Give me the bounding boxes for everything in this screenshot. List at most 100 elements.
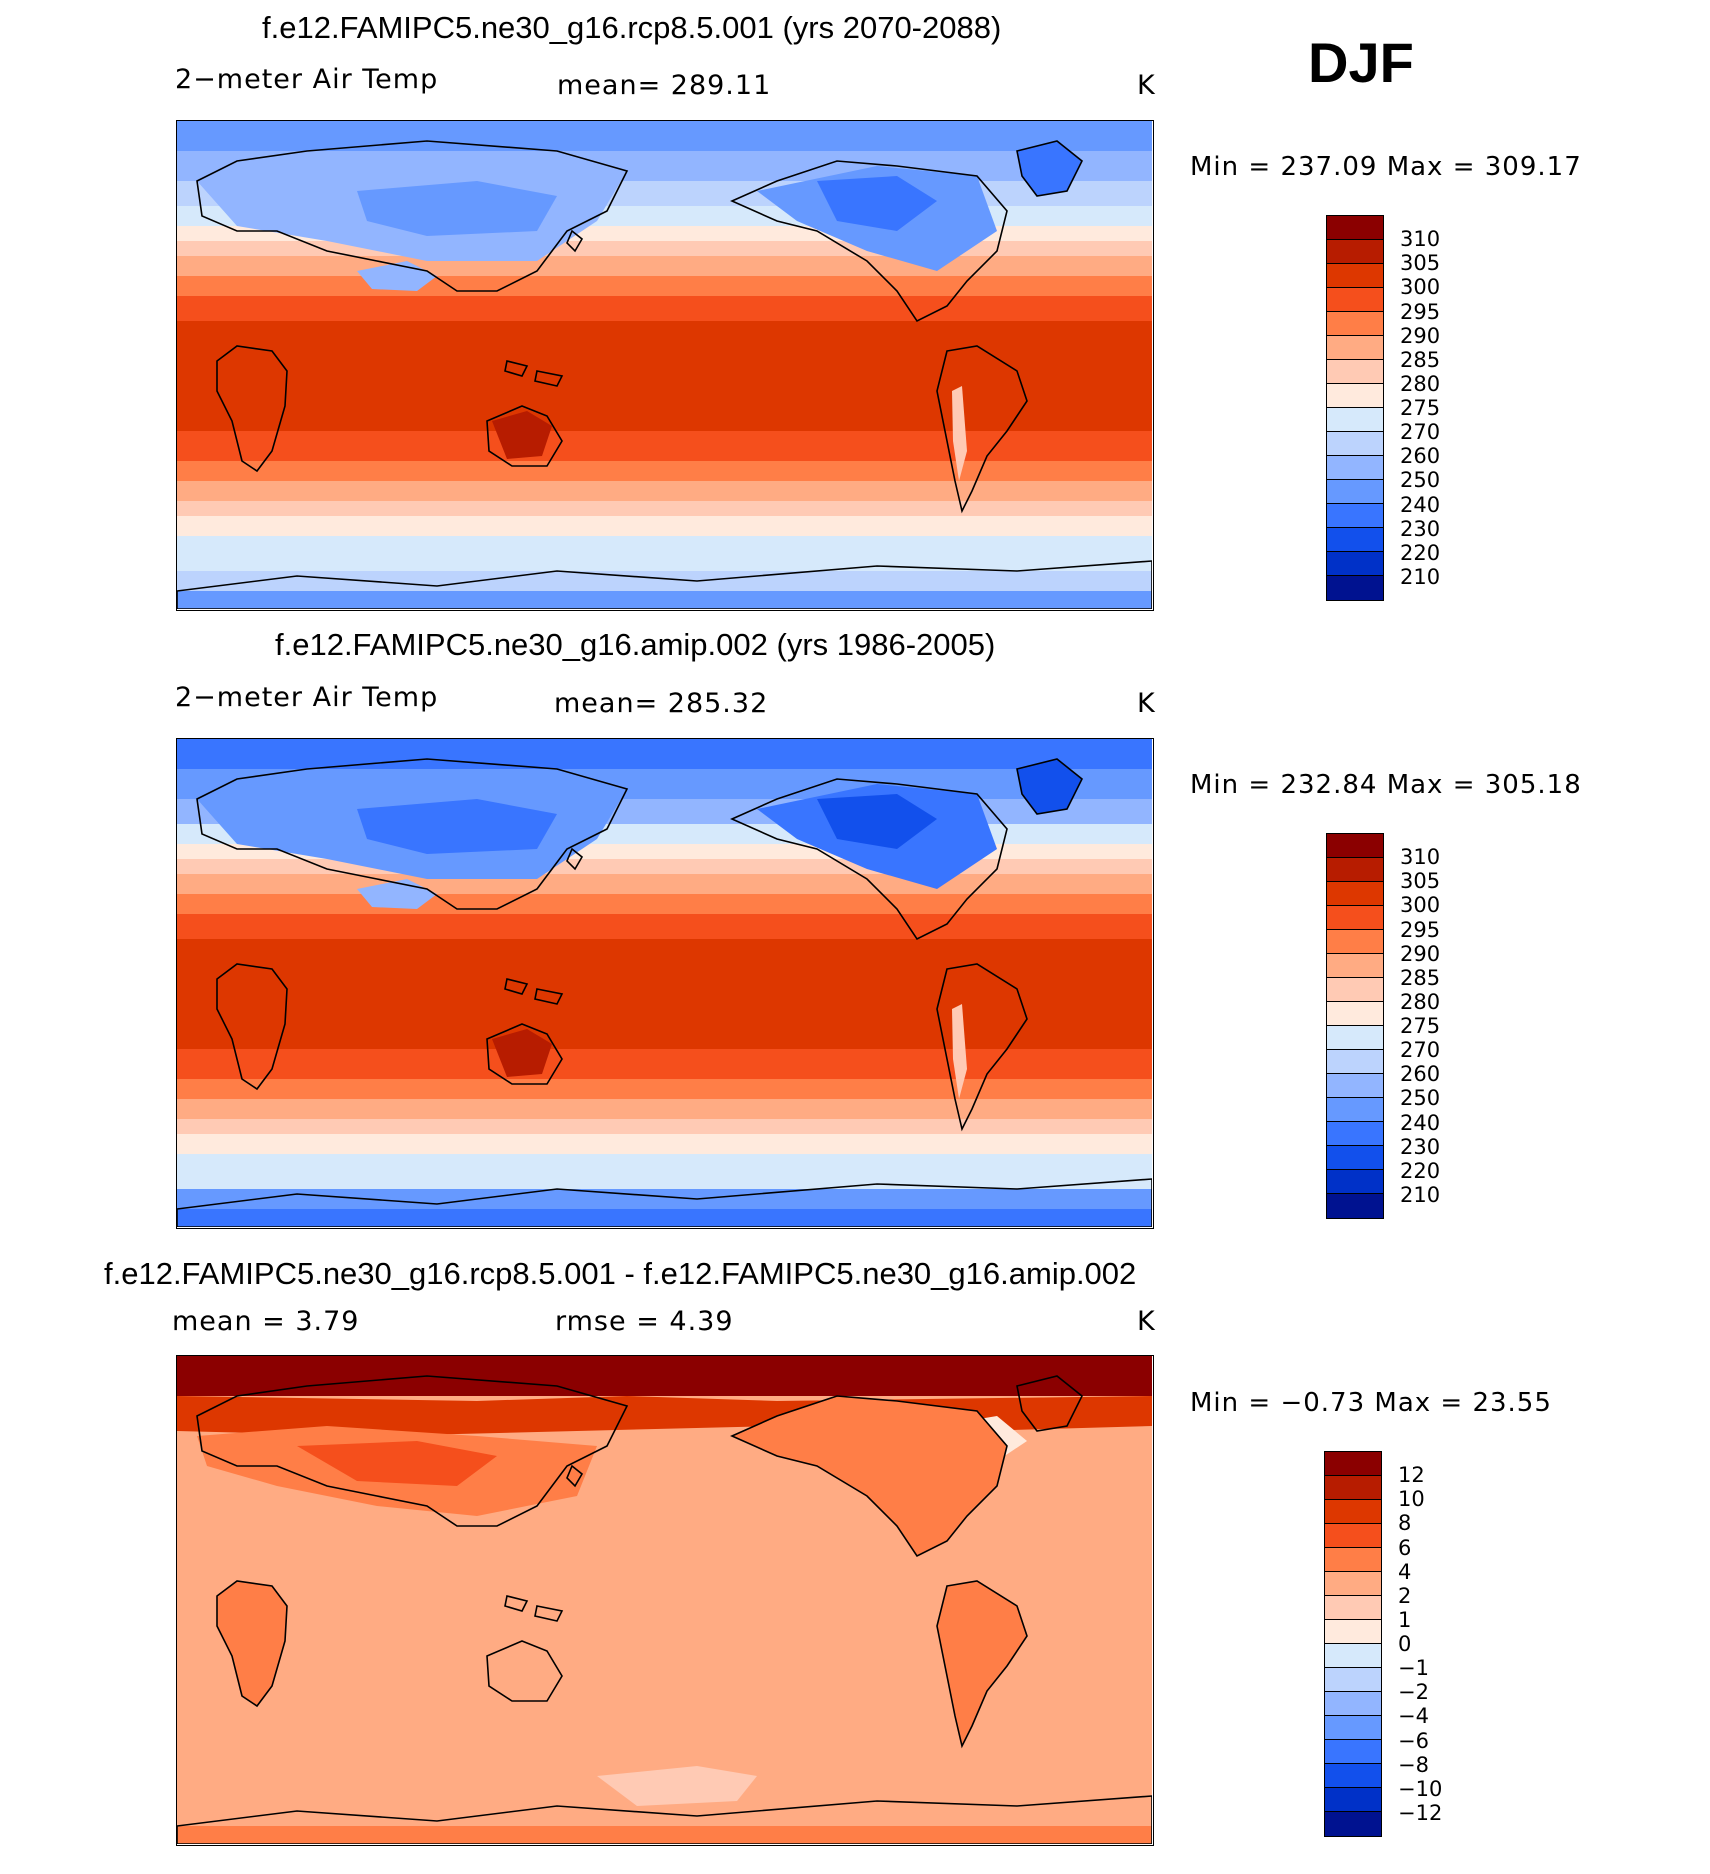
colorbar-tick-label: −10 bbox=[1398, 1776, 1443, 1801]
contour-band bbox=[177, 1079, 1152, 1099]
coastline bbox=[730, 1395, 1008, 1558]
colorbar-tick-label: 310 bbox=[1400, 227, 1441, 252]
panel-title: f.e12.FAMIPC5.ne30_g16.rcp8.5.001 - f.e1… bbox=[104, 1256, 1137, 1291]
coastline bbox=[177, 1795, 1152, 1844]
coastline bbox=[1016, 140, 1084, 197]
contour-band bbox=[177, 1356, 1152, 1396]
colorbar-swatch bbox=[1325, 1716, 1381, 1740]
colorbar-tick-label: 230 bbox=[1400, 1134, 1441, 1159]
coastline bbox=[486, 405, 563, 467]
coastline bbox=[216, 963, 288, 1091]
colorbar-tick-label: 295 bbox=[1400, 299, 1441, 324]
colorbar-tick-label: 250 bbox=[1400, 468, 1441, 493]
colorbar-swatch bbox=[1327, 552, 1383, 576]
colorbar-tick-label: 295 bbox=[1400, 917, 1441, 942]
contour-band bbox=[177, 591, 1152, 609]
colorbar-tick-label: 2 bbox=[1398, 1583, 1412, 1608]
difference-map bbox=[176, 1355, 1154, 1846]
colorbar-tick-label: 260 bbox=[1400, 1062, 1441, 1087]
colorbar-swatch bbox=[1327, 576, 1383, 600]
coastline bbox=[534, 370, 564, 387]
colorbar-tick-label: 270 bbox=[1400, 1038, 1441, 1063]
colorbar-swatch bbox=[1325, 1692, 1381, 1716]
colorbar-swatch bbox=[1327, 954, 1383, 978]
contour-region bbox=[817, 794, 937, 849]
colorbar-swatch bbox=[1327, 480, 1383, 504]
colorbar-swatch bbox=[1327, 1194, 1383, 1218]
colorbar-tick-label: 280 bbox=[1400, 371, 1441, 396]
colorbar-swatch bbox=[1325, 1596, 1381, 1620]
colorbar-swatch bbox=[1327, 504, 1383, 528]
coastline bbox=[936, 345, 1028, 514]
colorbar-tick-label: 275 bbox=[1400, 396, 1441, 420]
colorbar-tick-label: 6 bbox=[1398, 1535, 1412, 1560]
contour-band bbox=[177, 481, 1152, 501]
colorbar-swatch bbox=[1327, 858, 1383, 882]
colorbar-swatch bbox=[1327, 906, 1383, 930]
contour-region bbox=[732, 1396, 1007, 1556]
colorbar-swatch bbox=[1325, 1500, 1381, 1524]
colorbar-swatch bbox=[1325, 1524, 1381, 1548]
colorbar-swatch bbox=[1327, 1122, 1383, 1146]
colorbar-swatch bbox=[1327, 1146, 1383, 1170]
contour-band bbox=[177, 536, 1152, 571]
contour-band bbox=[177, 296, 1152, 321]
colorbar-tick-label: 285 bbox=[1400, 347, 1441, 372]
contour-band bbox=[177, 1826, 1152, 1844]
colorbar-swatch bbox=[1325, 1452, 1381, 1476]
coastline bbox=[177, 1178, 1152, 1227]
colorbar-swatch bbox=[1325, 1812, 1381, 1836]
coastline bbox=[566, 847, 584, 871]
units-label: K bbox=[1137, 70, 1156, 101]
coastline bbox=[196, 140, 629, 292]
contour-band bbox=[177, 1134, 1152, 1154]
colorbar-tick-label: 240 bbox=[1400, 492, 1441, 517]
contour-band bbox=[177, 571, 1152, 591]
contour-band bbox=[177, 321, 1152, 431]
coastline bbox=[504, 978, 529, 995]
colorbar-swatch bbox=[1327, 978, 1383, 1002]
contour-region bbox=[1017, 141, 1082, 196]
colorbar-swatch bbox=[1327, 882, 1383, 906]
colorbar-tick-label: 250 bbox=[1400, 1086, 1441, 1111]
panel-title: f.e12.FAMIPC5.ne30_g16.amip.002 (yrs 198… bbox=[275, 627, 996, 662]
colorbar-swatch bbox=[1327, 336, 1383, 360]
contour-region bbox=[817, 176, 937, 231]
minmax-label: Min = −0.73 Max = 23.55 bbox=[1190, 1388, 1552, 1418]
contour-band bbox=[177, 516, 1152, 536]
colorbar-tick-label: 290 bbox=[1400, 941, 1441, 966]
contour-region bbox=[937, 1581, 1027, 1746]
coastline bbox=[730, 160, 1008, 323]
contour-region bbox=[1017, 759, 1082, 814]
contour-region bbox=[952, 386, 967, 481]
colorbar-swatch bbox=[1327, 312, 1383, 336]
colorbar-swatch bbox=[1327, 264, 1383, 288]
contour-region bbox=[492, 1029, 552, 1077]
coastline bbox=[216, 1580, 288, 1708]
contour-region bbox=[597, 1766, 757, 1806]
contour-region bbox=[297, 1441, 497, 1486]
colorbar-swatch bbox=[1327, 288, 1383, 312]
contour-band bbox=[177, 1119, 1152, 1134]
temperature-map bbox=[176, 120, 1154, 611]
coastline bbox=[936, 1580, 1028, 1749]
contour-band bbox=[177, 461, 1152, 481]
coastline bbox=[1016, 1375, 1084, 1432]
colorbar-swatch bbox=[1325, 1668, 1381, 1692]
contour-band bbox=[177, 276, 1152, 296]
colorbar-swatch bbox=[1325, 1476, 1381, 1500]
colorbar-swatch bbox=[1327, 1002, 1383, 1026]
colorbar-tick-label: 270 bbox=[1400, 420, 1441, 445]
minmax-label: Min = 232.84 Max = 305.18 bbox=[1190, 770, 1582, 800]
colorbar-swatch bbox=[1327, 408, 1383, 432]
coastline bbox=[566, 1464, 584, 1488]
colorbar-tick-label: 220 bbox=[1400, 540, 1441, 565]
contour-band bbox=[177, 1209, 1152, 1227]
panel-title: f.e12.FAMIPC5.ne30_g16.rcp8.5.001 (yrs 2… bbox=[262, 10, 1002, 45]
colorbar-swatch bbox=[1327, 240, 1383, 264]
coastline bbox=[936, 963, 1028, 1132]
colorbar-tick-label: 300 bbox=[1400, 893, 1441, 918]
colorbar-tick-label: 285 bbox=[1400, 965, 1441, 990]
colorbar-swatch bbox=[1327, 1170, 1383, 1194]
temperature-map bbox=[176, 738, 1154, 1229]
